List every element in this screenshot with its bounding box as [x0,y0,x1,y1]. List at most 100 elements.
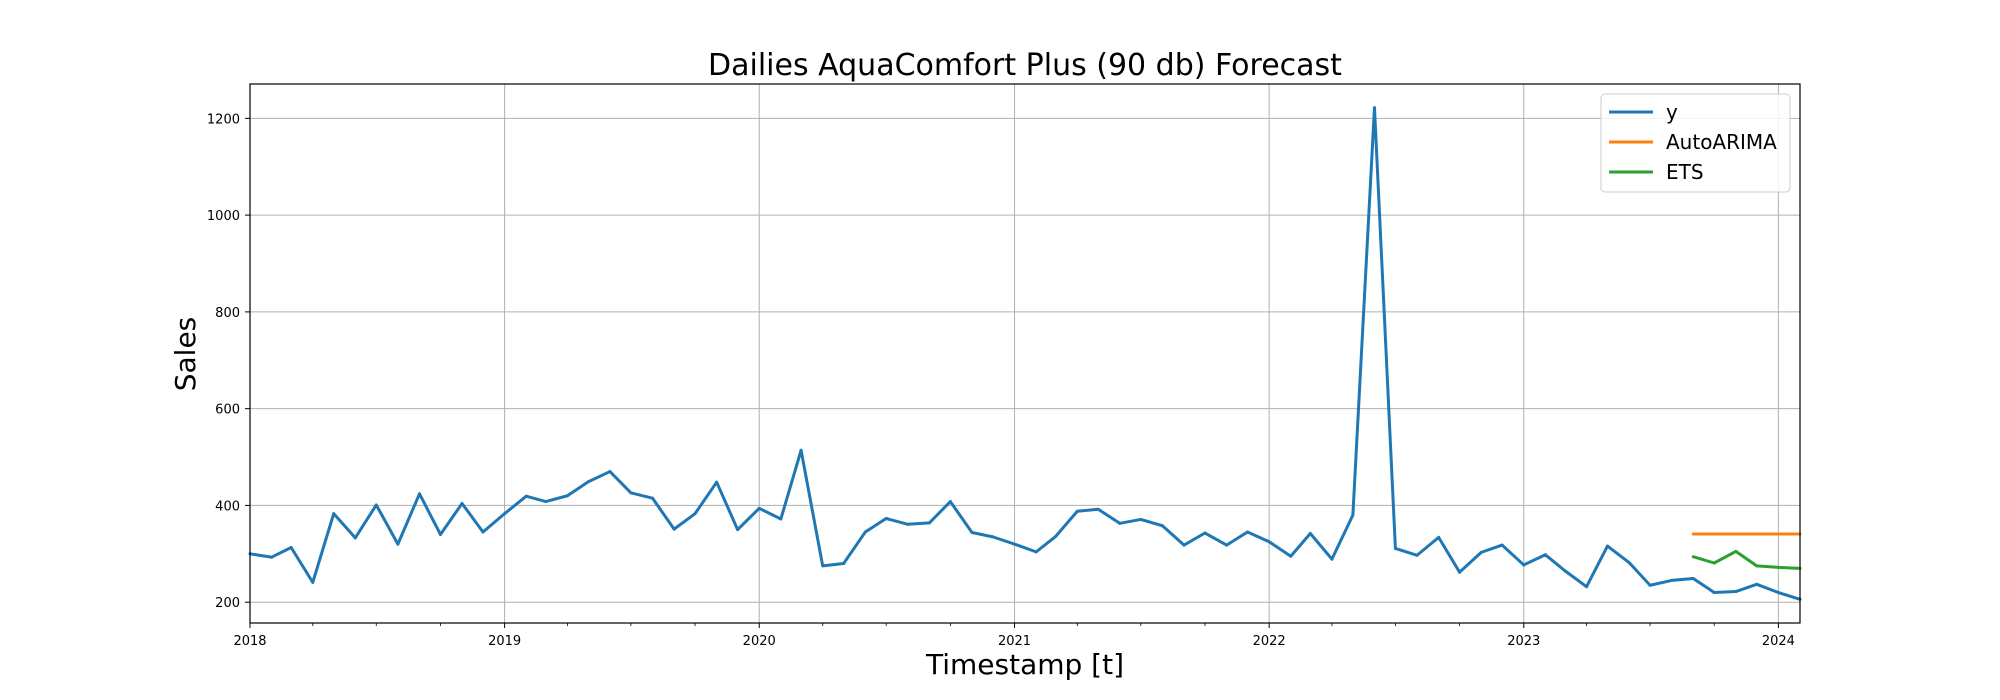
data-point-y [438,532,442,536]
data-point-y [586,480,590,484]
data-point-y [1691,576,1695,580]
data-point-y [418,492,422,496]
data-point-y [353,536,357,540]
data-point-autoarima [1755,532,1759,536]
data-point-y [1267,540,1271,544]
data-point-y [1096,507,1100,511]
data-point-y [842,561,846,565]
data-point-y [1351,513,1355,517]
data-point-y [608,470,612,474]
data-point-y [779,517,783,521]
series-lines [248,106,1802,601]
data-point-y [1670,578,1674,582]
data-point-y [396,542,400,546]
data-point-y [270,555,274,559]
x-tick-label: 2018 [233,634,266,649]
x-tick-label: 2024 [1762,634,1795,649]
data-point-y [524,494,528,498]
data-point-y [1054,534,1058,538]
data-point-y [1139,517,1143,521]
legend-label-autoarima: AutoARIMA [1666,130,1777,154]
y-axis-ticks: 200 400 600 800 1000 1200 [207,112,250,611]
data-point-y [1458,570,1462,574]
data-point-y [1372,106,1376,110]
data-point-y [1075,509,1079,513]
data-point-y [503,512,507,516]
data-point-ets [1755,564,1759,568]
legend-box [1600,93,1791,193]
data-point-y [629,491,633,495]
data-point-y [906,522,910,526]
data-point-autoarima [1734,532,1738,536]
data-point-autoarima [1776,532,1780,536]
x-axis-label: Timestamp [t] [925,648,1124,681]
legend: y AutoARIMA ETS [1600,93,1791,193]
y-tick-label: 1200 [207,112,240,127]
legend-label-ets: ETS [1666,160,1704,184]
data-point-y [991,535,995,539]
data-point-y [757,506,761,510]
data-point-y [1160,524,1164,528]
series-line-y [249,106,1801,601]
data-point-y [1415,553,1419,557]
data-point-y [863,530,867,534]
data-point-y [289,546,293,550]
data-point-y [1543,553,1547,557]
data-point-y [1289,554,1293,558]
x-tick-label: 2020 [743,634,776,649]
y-tick-label: 1000 [207,209,240,224]
data-point-y [1393,546,1397,550]
data-point-y [1225,543,1229,547]
data-point-y [1734,590,1738,594]
grid [249,84,1800,623]
data-point-y [1330,557,1334,561]
data-point-y [884,516,888,520]
data-point-y [1605,544,1609,548]
chart-title: Dailies AquaComfort Plus (90 db) Forecas… [708,48,1342,83]
data-point-y [1246,530,1250,534]
data-point-y [544,500,548,504]
y-tick-label: 200 [215,596,240,611]
series-line-ets [1692,549,1801,570]
data-point-y [1308,531,1312,535]
data-point-y [1500,543,1504,547]
y-tick-label: 400 [215,499,240,514]
data-point-y [1437,535,1441,539]
data-point-y [311,580,315,584]
data-point-y [1479,550,1483,554]
data-point-y [1776,591,1780,595]
data-point-y [736,528,740,532]
data-point-y [481,530,485,534]
data-point-y [1712,591,1716,595]
y-axis-label: Sales [169,317,202,392]
data-point-y [715,480,719,484]
data-point-ets [1712,561,1716,565]
data-point-y [650,496,654,500]
y-tick-label: 800 [215,306,240,321]
data-point-ets [1734,549,1738,553]
x-axis-ticks: 2018 2019 2020 2021 2022 2023 2024 [233,623,1795,649]
data-point-y [1648,583,1652,587]
data-point-y [821,564,825,568]
x-tick-label: 2021 [998,634,1031,649]
data-point-y [1627,561,1631,565]
data-point-y [332,512,336,516]
y-tick-label: 600 [215,403,240,418]
data-point-y [565,494,569,498]
x-tick-label: 2022 [1253,634,1286,649]
x-tick-label: 2019 [488,634,521,649]
data-point-y [1182,543,1186,547]
x-tick-label: 2023 [1507,634,1540,649]
data-point-y [1203,531,1207,535]
data-point-ets [1776,565,1780,569]
data-point-y [672,527,676,531]
data-point-y [460,501,464,505]
data-point-y [799,448,803,452]
data-point-y [1013,542,1017,546]
data-point-y [1522,563,1526,567]
data-point-y [1755,582,1759,586]
data-point-y [1034,550,1038,554]
data-point-ets [1691,555,1695,559]
data-point-y [1585,585,1589,589]
